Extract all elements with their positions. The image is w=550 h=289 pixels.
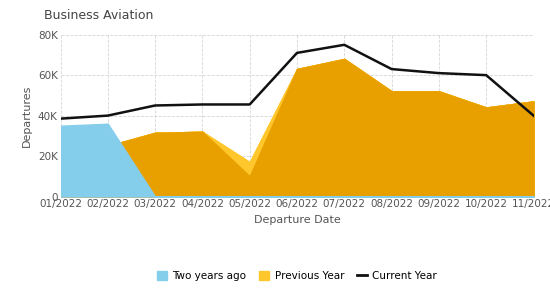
X-axis label: Departure Date: Departure Date	[254, 215, 340, 225]
Legend: Two years ago, Previous Year, Current Year: Two years ago, Previous Year, Current Ye…	[153, 267, 441, 285]
Text: Business Aviation: Business Aviation	[44, 9, 153, 22]
Y-axis label: Departures: Departures	[23, 84, 32, 147]
